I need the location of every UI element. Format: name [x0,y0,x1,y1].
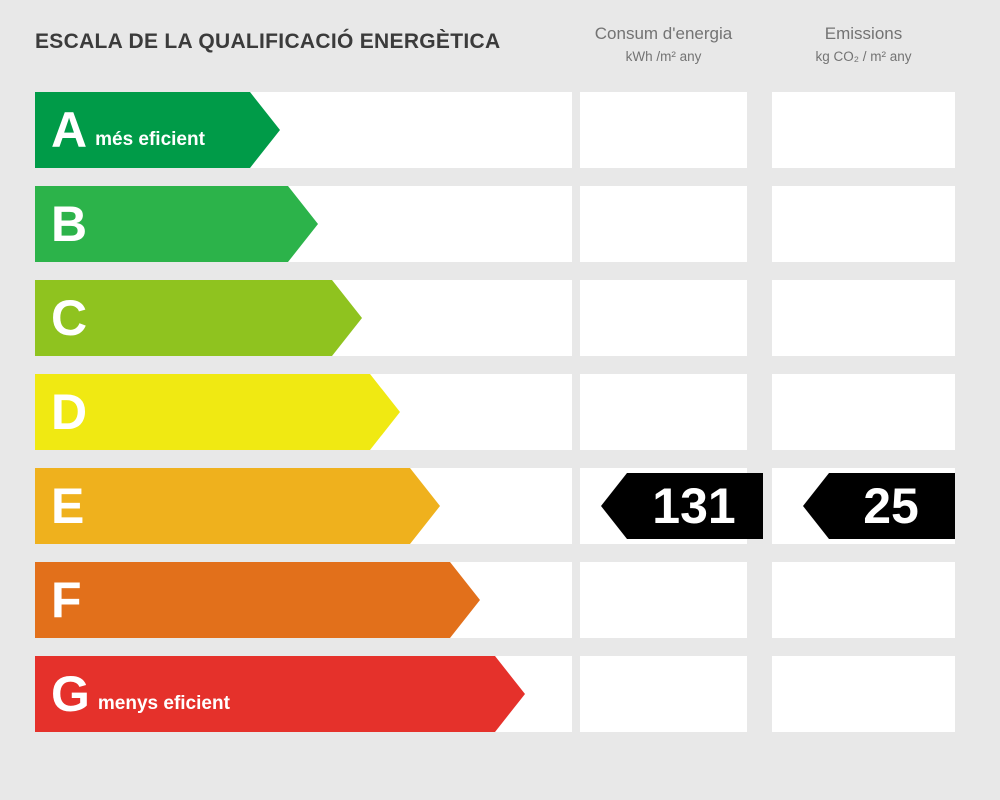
consum-value: 131 [652,478,736,534]
rating-bar-cell-d: D [35,374,572,450]
emissions-cell-c [772,280,955,356]
rating-row-g: G menys eficient [35,656,955,732]
rating-letter-f: F [51,572,82,628]
emissions-cell-g [772,656,955,732]
rating-letter-c: C [51,290,88,346]
emissions-value: 25 [863,478,919,534]
rating-bar-cell-e: E [35,468,572,544]
rating-label-g: menys eficient [97,693,230,714]
consum-header-line1: Consum d'energia [594,24,733,43]
consum-cell-d [580,374,747,450]
rating-row-d: D [35,374,955,450]
rating-row-c: C [35,280,955,356]
emissions-cell-f [772,562,955,638]
emissions-value-badge: 25 [803,473,955,539]
rating-row-f: F [35,562,955,638]
emissions-cell-e: 25 [772,468,955,544]
page-title: ESCALA DE LA QUALIFICACIÓ ENERGÈTICA [35,30,501,53]
rating-label-a: més eficient [95,129,205,150]
consum-cell-a [580,92,747,168]
consum-value-badge: 131 [601,473,763,539]
rating-arrow-a: A més eficient [35,92,280,168]
rating-arrow-c: C [35,280,362,356]
consum-column-header: Consum d'energia kWh /m² any [580,24,747,66]
rating-rows: A més eficient B C [35,92,955,732]
rating-bar-cell-f: F [35,562,572,638]
rating-row-a: A més eficient [35,92,955,168]
rating-arrow-d: D [35,374,400,450]
consum-cell-g [580,656,747,732]
rating-bar-cell-b: B [35,186,572,262]
consum-cell-c [580,280,747,356]
rating-bar-cell-g: G menys eficient [35,656,572,732]
rating-letter-d: D [51,384,88,440]
emissions-cell-b [772,186,955,262]
rating-letter-a: A [51,102,88,158]
rating-bar-cell-a: A més eficient [35,92,572,168]
rating-letter-b: B [51,196,88,252]
rating-arrow-e: E [35,468,440,544]
consum-cell-b [580,186,747,262]
emissions-cell-d [772,374,955,450]
emissions-column-header: Emissions kg CO₂ / m² any [772,24,955,66]
rating-arrow-b: B [35,186,318,262]
rating-row-e: E 131 25 [35,468,955,544]
consum-cell-e: 131 [580,468,763,544]
rating-bar-cell-c: C [35,280,572,356]
consum-header-units: kWh /m² any [625,49,702,65]
consum-cell-f [580,562,747,638]
rating-arrow-f: F [35,562,480,638]
rating-letter-g: G [51,666,90,722]
emissions-cell-a [772,92,955,168]
emissions-header-units: kg CO₂ / m² any [815,49,912,65]
rating-arrow-g: G menys eficient [35,656,525,732]
rating-letter-e: E [51,478,85,534]
rating-row-b: B [35,186,955,262]
emissions-header-line1: Emissions [824,24,903,43]
